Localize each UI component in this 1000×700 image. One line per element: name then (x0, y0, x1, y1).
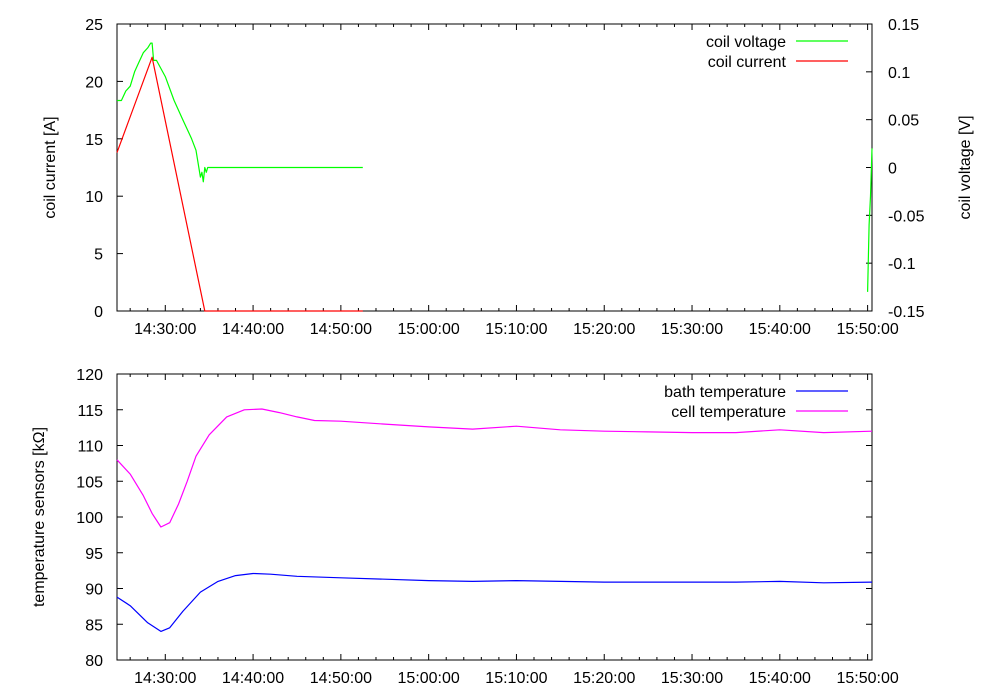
y-tick-label: 90 (85, 582, 103, 599)
x-tick-label: 15:40:00 (749, 670, 811, 687)
y-tick-label: 25 (85, 17, 103, 34)
y-tick-label: 5 (94, 247, 103, 264)
y-axis-title: coil current [A] (42, 116, 59, 218)
y2-tick-label: 0.05 (888, 113, 919, 130)
y-tick-label: 20 (85, 74, 103, 91)
y-tick-label: 0 (94, 304, 103, 321)
x-tick-label: 15:00:00 (398, 321, 460, 338)
x-tick-label: 14:50:00 (310, 321, 372, 338)
x-tick-label: 14:40:00 (222, 670, 284, 687)
legend-label: cell temperature (671, 404, 786, 421)
x-tick-label: 15:10:00 (485, 321, 547, 338)
y-axis-title: temperature sensors [kΩ] (31, 427, 48, 607)
x-tick-label: 15:50:00 (836, 321, 898, 338)
y2-tick-label: -0.15 (888, 304, 925, 321)
legend-label: coil voltage (706, 34, 786, 51)
y2-tick-label: -0.1 (888, 256, 916, 273)
x-tick-label: 15:30:00 (661, 670, 723, 687)
y2-tick-label: -0.05 (888, 208, 925, 225)
y-tick-label: 10 (85, 189, 103, 206)
coil-chart-panel: 14:30:00 14:40:00 14:50:00 15:00:00 15:10:00… (42, 17, 974, 338)
y-tick-label: 80 (85, 653, 103, 670)
x-tick-label: 14:50:00 (310, 670, 372, 687)
series-line-coil-current (116, 56, 363, 312)
temperature-chart-panel: 14:30:00 14:40:00 14:50:00 15:00:00 15:10:00… (31, 367, 899, 687)
x-tick-label: 15:30:00 (661, 321, 723, 338)
y-tick-label: 120 (76, 367, 103, 384)
legend-label: coil current (708, 54, 787, 71)
y2-tick-label: 0 (888, 161, 897, 178)
x-tick-label: 14:30:00 (134, 321, 196, 338)
legend-label: bath temperature (664, 384, 786, 401)
x-tick-label: 14:40:00 (222, 321, 284, 338)
x-tick-label: 15:00:00 (398, 670, 460, 687)
y-tick-label: 85 (85, 617, 103, 634)
x-tick-label: 15:40:00 (749, 321, 811, 338)
x-tick-label: 14:30:00 (134, 670, 196, 687)
x-tick-label: 15:20:00 (573, 321, 635, 338)
y-tick-label: 105 (76, 474, 103, 491)
x-tick-label: 15:20:00 (573, 670, 635, 687)
y2-tick-label: 0.15 (888, 17, 919, 34)
x-tick-label: 15:10:00 (485, 670, 547, 687)
y-tick-label: 100 (76, 510, 103, 527)
y-tick-label: 110 (77, 439, 103, 456)
y-tick-label: 95 (85, 546, 103, 563)
series-line-coil-voltage (117, 42, 363, 183)
y-tick-label: 115 (77, 403, 103, 420)
y2-axis-title: coil voltage [V] (957, 115, 974, 219)
y-tick-label: 15 (85, 132, 103, 149)
series-line-bath-temperature (116, 572, 873, 633)
series-line-coil-voltage (867, 148, 873, 292)
series-line-cell-temperature (116, 408, 873, 528)
y2-tick-label: 0.1 (888, 65, 910, 82)
x-tick-label: 15:50:00 (836, 670, 898, 687)
